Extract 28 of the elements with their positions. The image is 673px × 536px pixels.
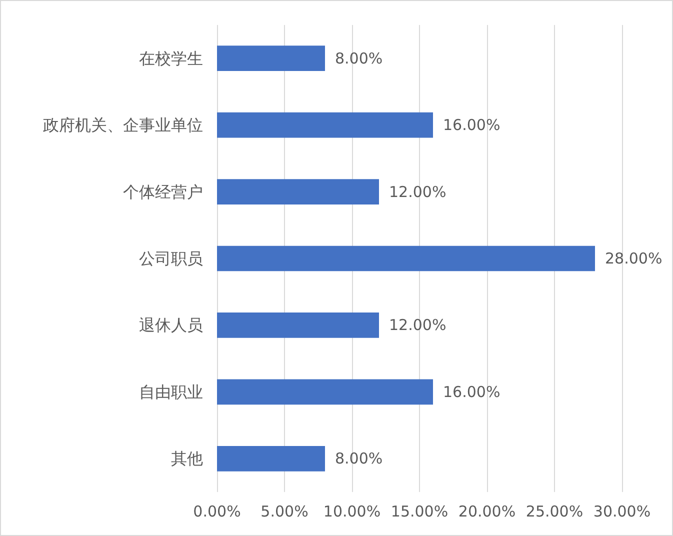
bar	[217, 112, 433, 138]
bar	[217, 312, 379, 338]
bar	[217, 379, 433, 405]
y-tick-label: 自由职业	[139, 382, 203, 402]
x-tick-label: 20.00%	[458, 502, 516, 520]
y-tick-label: 在校学生	[139, 48, 203, 68]
y-tick-label: 退休人员	[139, 316, 203, 335]
data-label: 12.00%	[389, 316, 446, 334]
x-tick-label: 25.00%	[526, 502, 584, 520]
x-tick-label: 30.00%	[593, 502, 651, 520]
bar	[217, 46, 325, 72]
data-label: 12.00%	[389, 182, 446, 201]
y-tick-label: 政府机关、企事业单位	[43, 116, 203, 135]
x-tick-label: 10.00%	[323, 502, 381, 520]
data-label: 28.00%	[605, 250, 662, 268]
bar	[217, 446, 325, 472]
y-tick-label: 公司职员	[139, 249, 203, 268]
data-label: 8.00%	[335, 49, 383, 68]
data-label: 8.00%	[335, 450, 383, 468]
y-tick-label: 个体经营户	[123, 182, 203, 202]
bar	[217, 246, 595, 272]
y-tick-label: 其他	[171, 449, 203, 468]
data-label: 16.00%	[443, 382, 500, 401]
x-tick-label: 15.00%	[390, 502, 448, 520]
x-tick-label: 0.00%	[193, 502, 241, 520]
bar	[217, 179, 379, 204]
data-label: 16.00%	[443, 116, 500, 134]
x-tick-label: 5.00%	[260, 502, 308, 520]
